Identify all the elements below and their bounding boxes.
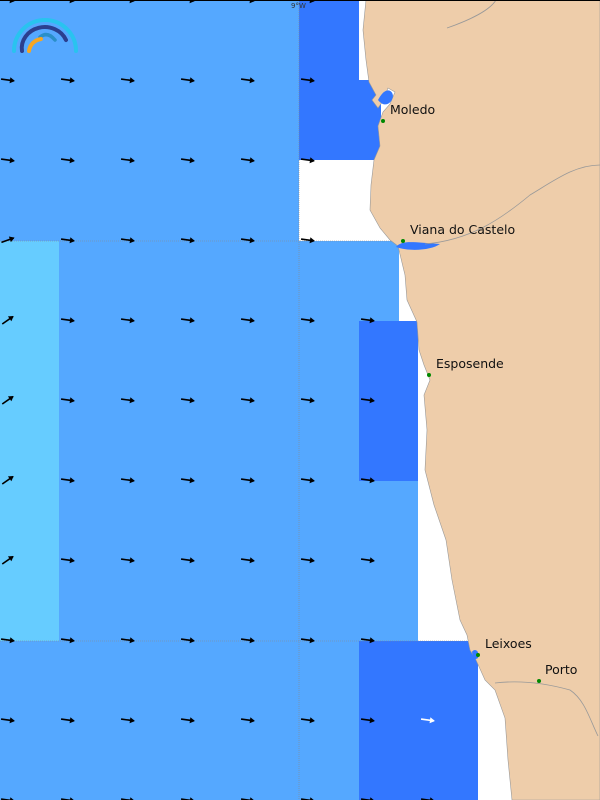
cell [359, 481, 418, 641]
wind-arrow-icon [300, 157, 315, 164]
wind-arrow-icon [60, 717, 75, 724]
cell [59, 241, 359, 641]
rainbow-arc-logo [12, 18, 78, 53]
longitude-label: 9°W [291, 2, 306, 10]
wind-arrow-icon [180, 477, 195, 484]
wind-arrow-icon [60, 477, 75, 484]
wind-arrow-icon [180, 77, 195, 84]
wind-arrow-icon [1, 236, 15, 244]
wind-arrow-icon [360, 717, 375, 724]
wind-arrow-icon [120, 397, 135, 404]
wind-arrow-icon [180, 157, 195, 164]
wind-arrow-icon [120, 237, 135, 244]
wind-arrow-icon [300, 317, 315, 324]
city-dot [476, 653, 480, 657]
city-marker[interactable]: Leixoes [476, 636, 532, 657]
wind-arrow-icon [60, 637, 75, 644]
wind-arrow-icon [120, 77, 135, 84]
city-label: Leixoes [485, 636, 532, 651]
wind-arrow-icon [0, 717, 15, 724]
estuary [378, 90, 393, 105]
city-dot [427, 373, 431, 377]
wind-arrow-icon [180, 717, 195, 724]
wind-arrow-icon [300, 77, 315, 84]
wind-arrow-icon [120, 557, 135, 564]
cell [0, 0, 299, 241]
wind-arrow-icon [120, 717, 135, 724]
wind-arrow-icon [180, 557, 195, 564]
wind-arrow-icon [240, 557, 255, 564]
wind-arrow-icon [360, 317, 375, 324]
wind-arrow-icon [180, 637, 195, 644]
wind-arrow-icon [0, 637, 15, 644]
wind-arrow-icon [300, 637, 315, 644]
wind-arrow-icon [300, 397, 315, 404]
estuary [396, 242, 440, 250]
river [446, 0, 497, 29]
estuary [472, 650, 479, 660]
cell [0, 641, 359, 800]
wind-cells [0, 0, 478, 800]
wind-arrow-icon [120, 477, 135, 484]
city-marker[interactable]: Esposende [427, 356, 504, 377]
wind-arrow-icon [180, 237, 195, 244]
wind-arrow-icon [300, 717, 315, 724]
wind-arrow-icon [1, 395, 14, 405]
wind-arrow-icon [120, 637, 135, 644]
wind-arrow-icon [60, 317, 75, 324]
wind-arrow-icon [360, 477, 375, 484]
wind-arrow-icon [300, 557, 315, 564]
wind-arrow-icon [240, 717, 255, 724]
city-label: Porto [545, 662, 577, 677]
wind-arrow-icon [0, 157, 15, 164]
city-marker[interactable]: Viana do Castelo [401, 222, 515, 243]
wind-arrow-icon [60, 397, 75, 404]
wind-arrow-icon [240, 157, 255, 164]
cell [359, 241, 399, 321]
wind-arrow-icon [360, 637, 375, 644]
wind-arrow-icon [120, 317, 135, 324]
wind-arrow-icon [60, 157, 75, 164]
wind-arrow-icon [60, 557, 75, 564]
city-dot [381, 119, 385, 123]
wind-arrow-icon [60, 237, 75, 244]
wind-arrow-icon [300, 477, 315, 484]
wind-arrow-icon [0, 77, 15, 84]
cell [359, 321, 418, 481]
wind-arrow-icon [60, 77, 75, 84]
wind-arrow-icon [1, 475, 14, 485]
wind-arrow-icon [240, 77, 255, 84]
wind-arrow-icon [180, 317, 195, 324]
cell [359, 641, 478, 800]
wind-arrow-icon [240, 317, 255, 324]
city-label: Esposende [436, 356, 504, 371]
wind-arrow-icon [1, 315, 14, 325]
city-label: Viana do Castelo [410, 222, 515, 237]
city-dot [537, 679, 541, 683]
cell [0, 241, 59, 641]
city-marker[interactable]: Porto [537, 662, 577, 683]
cities: Moledo Viana do Castelo Esposende Leixoes Po… [381, 102, 577, 683]
city-marker[interactable]: Moledo [381, 102, 435, 123]
wind-arrows [0, 0, 435, 800]
wind-arrow-icon [300, 237, 315, 244]
wind-arrow-icon [120, 157, 135, 164]
city-dot [401, 239, 405, 243]
wind-arrow-icon [360, 557, 375, 564]
river [494, 681, 599, 737]
wind-arrow-icon [240, 477, 255, 484]
river [424, 164, 600, 245]
wind-arrow-icon [360, 397, 375, 404]
wind-arrow-icon [420, 717, 435, 724]
wind-arrow-icon [240, 397, 255, 404]
wind-arrow-icon [240, 237, 255, 244]
wind-arrow-icon [240, 637, 255, 644]
wind-arrow-icon [1, 555, 14, 565]
city-label: Moledo [390, 102, 435, 117]
wind-arrow-icon [180, 397, 195, 404]
